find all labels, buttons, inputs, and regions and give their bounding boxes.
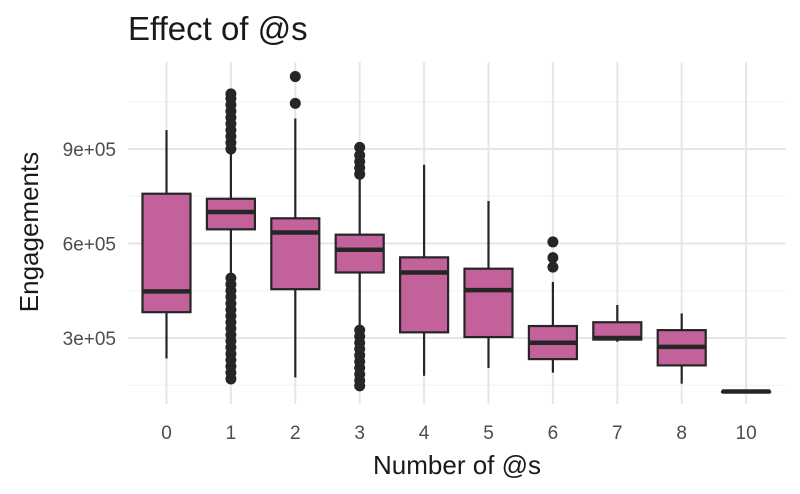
outlier-point — [547, 261, 559, 273]
x-tick-label: 6 — [548, 423, 559, 444]
x-tick-label: 3 — [354, 423, 365, 444]
outlier-point — [225, 88, 237, 100]
box-group-8 — [656, 313, 707, 384]
y-axis-ticks: 3e+05 6e+05 9e+05 — [63, 140, 116, 350]
x-tick-label: 8 — [676, 423, 687, 444]
x-axis-title: Number of @s — [373, 450, 541, 480]
y-tick-label: 6e+05 — [63, 235, 116, 256]
box-group-7 — [592, 304, 643, 342]
x-tick-label: 1 — [226, 423, 237, 444]
box-group-6 — [527, 236, 579, 373]
box-group-2 — [270, 71, 321, 378]
y-axis-title: Engagements — [14, 152, 44, 312]
box — [334, 233, 385, 274]
box — [399, 256, 450, 334]
outlier-point — [354, 141, 366, 153]
x-tick-label: 7 — [612, 423, 623, 444]
x-tick-label: 0 — [161, 423, 172, 444]
box-group-1 — [205, 88, 256, 385]
x-axis-ticks: 0 1 2 3 4 5 6 7 8 10 — [161, 423, 756, 444]
outlier-point — [547, 252, 559, 264]
box — [270, 217, 321, 291]
box-group-3 — [334, 141, 385, 392]
box-group-0 — [141, 130, 192, 359]
x-tick-label: 2 — [290, 423, 301, 444]
outlier-point — [289, 97, 301, 109]
outlier-point — [354, 324, 366, 336]
box — [141, 192, 192, 314]
outlier-point — [547, 236, 559, 248]
box — [463, 267, 514, 339]
y-tick-label: 9e+05 — [63, 140, 116, 161]
x-tick-label: 5 — [483, 423, 494, 444]
outlier-point — [354, 149, 366, 161]
x-tick-label: 4 — [419, 423, 430, 444]
y-tick-label: 3e+05 — [63, 329, 116, 350]
box-group-4 — [399, 164, 450, 376]
box-group-5 — [463, 200, 514, 368]
chart-title: Effect of @s — [128, 10, 308, 47]
box-group-10 — [720, 389, 772, 394]
outlier-point — [289, 71, 301, 83]
boxes — [141, 71, 772, 394]
x-tick-label: 10 — [736, 423, 757, 444]
outlier-point — [225, 272, 237, 284]
